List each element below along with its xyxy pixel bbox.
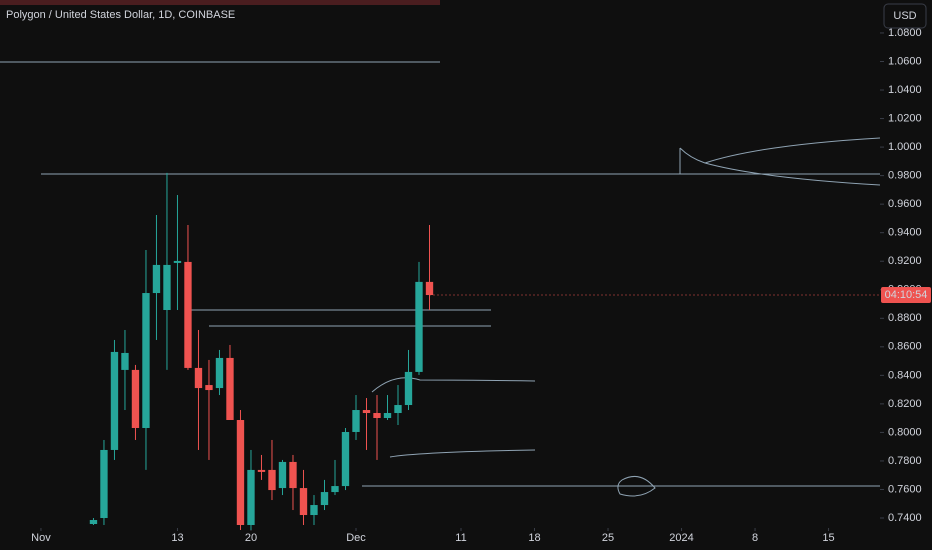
candle-body [236, 420, 245, 526]
candle-body [352, 410, 360, 432]
x-tick-label: 11 [455, 532, 466, 544]
drawing-curve [679, 137, 881, 186]
x-tick-label: 20 [245, 532, 257, 544]
candle-body [215, 357, 224, 389]
candle-body [404, 371, 413, 406]
candle-body [226, 357, 234, 421]
candle-body [100, 449, 108, 519]
currency-label[interactable]: USD [893, 10, 916, 22]
x-tick-label: 13 [171, 532, 183, 544]
x-tick-label: 25 [602, 532, 614, 544]
x-tick-label: Dec [346, 532, 366, 544]
candle-body [383, 413, 392, 419]
candle-body [257, 469, 266, 472]
chart-title: Polygon / United States Dollar, 1D, COIN… [6, 9, 235, 21]
candle-body [394, 405, 402, 414]
candle-body [89, 520, 98, 525]
countdown-label: 04:10:54 [885, 289, 928, 301]
candle-body [373, 413, 381, 419]
y-tick-label: 1.0600 [888, 55, 922, 67]
candle-body [194, 367, 203, 389]
candle-body [152, 264, 161, 294]
candle-body [142, 293, 150, 428]
candle-body [278, 461, 287, 489]
y-tick-label: 0.8200 [888, 398, 922, 410]
candle-body [121, 352, 129, 370]
drawing-curve [371, 377, 536, 393]
y-tick-label: 0.8600 [888, 341, 922, 353]
y-tick-label: 1.0400 [888, 84, 922, 96]
y-tick-label: 0.9200 [888, 255, 922, 267]
y-tick-label: 0.8800 [888, 312, 922, 324]
y-tick-label: 0.8400 [888, 369, 922, 381]
candle-body [415, 281, 423, 372]
candle-body [110, 351, 119, 450]
candle-body [310, 505, 318, 516]
candle-body [341, 431, 350, 487]
countdown-box [881, 287, 931, 304]
y-tick-label: 0.7600 [888, 483, 922, 495]
candle-body [320, 492, 329, 506]
y-tick-label: 1.0200 [888, 112, 922, 124]
x-tick-label: 18 [528, 532, 540, 544]
top-bar [0, 0, 440, 5]
candle-body [268, 469, 276, 491]
y-tick-label: 0.9800 [888, 170, 922, 182]
y-tick-label: 1.0000 [888, 141, 922, 153]
x-tick-label: 15 [822, 532, 834, 544]
y-tick-label: 0.7800 [888, 455, 922, 467]
candle-body [184, 261, 192, 368]
candle-body [299, 488, 308, 516]
candle-body [247, 469, 255, 526]
candle-body [173, 260, 182, 263]
candle-body [362, 410, 371, 414]
candle-body [163, 264, 171, 311]
x-tick-label: Nov [31, 532, 51, 544]
candle-body [205, 385, 213, 391]
x-tick-label: 8 [752, 532, 758, 544]
candle-body [289, 461, 297, 489]
y-tick-label: 0.9400 [888, 227, 922, 239]
y-tick-label: 0.8000 [888, 426, 922, 438]
drawing-curve [389, 449, 536, 458]
candle-body [331, 486, 339, 493]
x-tick-label: 2024 [669, 532, 693, 544]
y-tick-label: 1.0800 [888, 27, 922, 39]
y-tick-label: 0.7400 [888, 512, 922, 524]
drawing-ellipse [617, 475, 656, 497]
currency-button[interactable] [883, 3, 927, 29]
candle-body [131, 369, 140, 428]
y-tick-label: 0.9600 [888, 198, 922, 210]
candle-body [425, 281, 434, 296]
